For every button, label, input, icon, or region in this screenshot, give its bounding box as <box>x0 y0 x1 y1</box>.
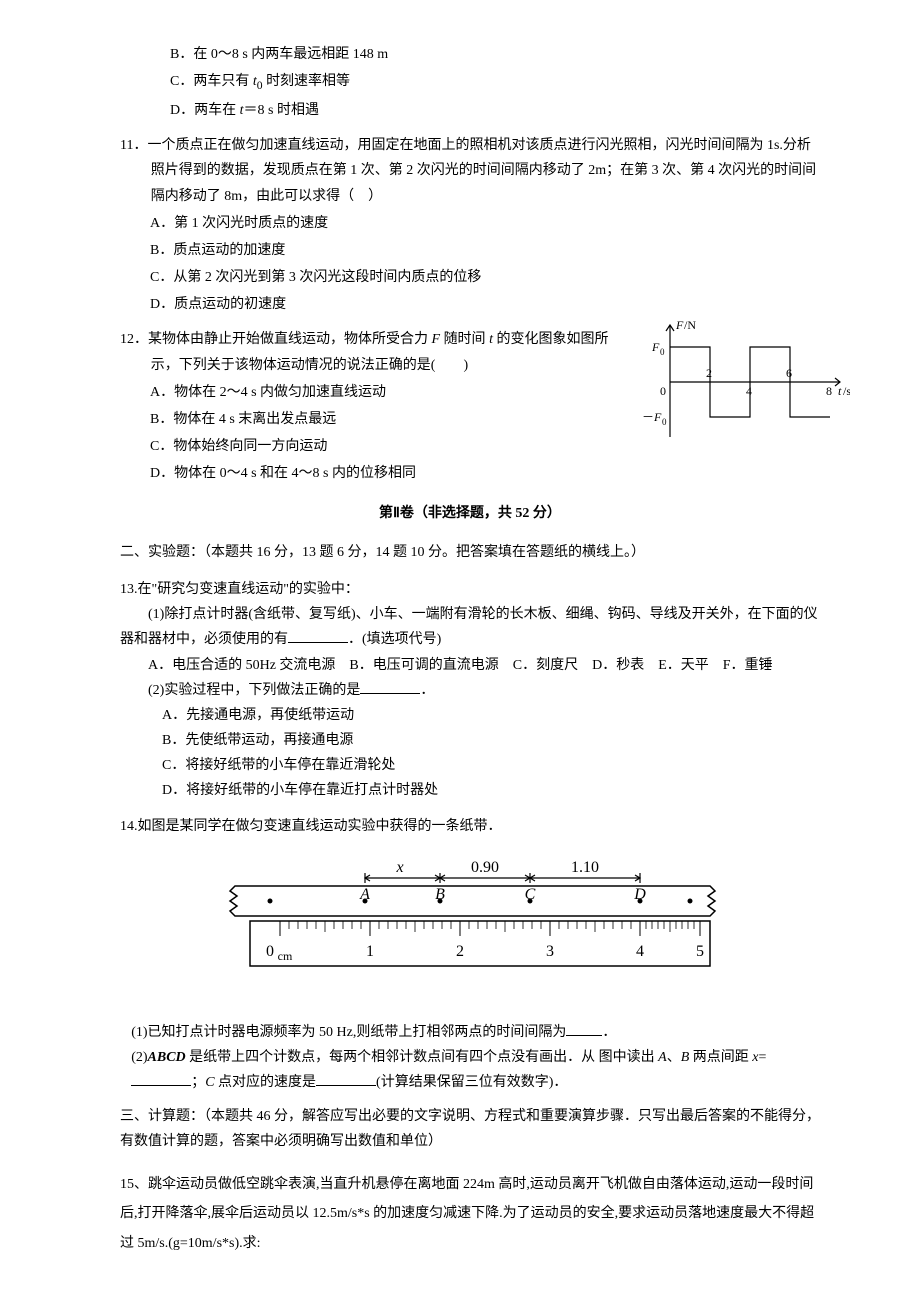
question-12: F/N t/s F0 －F0 0 2 4 6 8 12．某物体由静止开始做直线运… <box>120 327 820 486</box>
p2-post: (计算结果保留三位有效数字)． <box>376 1075 567 1090</box>
blank-4 <box>131 1071 191 1086</box>
svg-text:0: 0 <box>266 943 274 960</box>
svg-text:F: F <box>653 410 662 424</box>
pA: A <box>658 1050 667 1065</box>
svg-text:F: F <box>651 340 660 354</box>
option-text-post: 时刻速率相等 <box>263 74 351 89</box>
q14-part2: (2)ABCD 是纸带上四个计数点，每两个相邻计数点间有四个点没有画出．从 图中… <box>120 1045 820 1095</box>
svg-text:B: B <box>435 886 445 903</box>
q13-opts1: A．电压合适的 50Hz 交流电源 B．电压可调的直流电源 C．刻度尺 D．秒表… <box>120 653 820 678</box>
pC: C <box>205 1075 214 1090</box>
q14-part1: (1)已知打点计时器电源频率为 50 Hz,则纸带上打相邻两点的时间间隔为 ． <box>120 1020 820 1045</box>
option-text-pre: D．两车在 <box>170 103 240 118</box>
svg-text:0.90: 0.90 <box>471 859 499 876</box>
svg-text:C: C <box>525 886 536 903</box>
p2-pre1: (2) <box>131 1050 147 1065</box>
question-11: 11．一个质点正在做匀加速直线运动，用固定在地面上的照相机对该质点进行闪光照相，… <box>120 133 820 317</box>
blank-2 <box>360 679 420 694</box>
svg-text:1.10: 1.10 <box>571 859 599 876</box>
stem-mid: 随时间 <box>440 332 489 347</box>
svg-text:2: 2 <box>456 943 464 960</box>
tape-diagram: x 0.90 1.10 A B C D <box>120 851 820 990</box>
q13-option-a: A．先接通电源，再使纸带运动 <box>120 703 820 728</box>
q11-stem: 11．一个质点正在做匀加速直线运动，用固定在地面上的照相机对该质点进行闪光照相，… <box>120 133 820 209</box>
p2-mid3: 两点间距 <box>689 1050 752 1065</box>
q10-option-c: C．两车只有 t0 时刻速率相等 <box>120 69 820 96</box>
q13-part1: (1)除打点计时器(含纸带、复写纸)、小车、一端附有滑轮的长木板、细绳、钩码、导… <box>120 602 820 652</box>
svg-text:/s: /s <box>843 384 850 398</box>
abcd: ABCD <box>148 1050 186 1065</box>
section-3-header: 三、计算题：（本题共 46 分，解答应写出必要的文字说明、方程式和重要演算步骤．… <box>120 1104 820 1154</box>
q10-option-d: D．两车在 t＝8 s 时相遇 <box>120 98 820 123</box>
option-text-post: ＝8 s 时相遇 <box>244 103 319 118</box>
svg-text:4: 4 <box>746 384 752 398</box>
p2-mid4: ； <box>191 1075 205 1090</box>
svg-text:0: 0 <box>660 384 666 398</box>
p1-pre: (1)除打点计时器(含纸带、复写纸)、小车、一端附有滑轮的长木板、细绳、钩码、导… <box>120 607 818 647</box>
svg-text:0: 0 <box>662 417 667 427</box>
blank-3 <box>566 1021 602 1036</box>
section-2-header: 二、实验题：（本题共 16 分，13 题 6 分，14 题 10 分。把答案填在… <box>120 540 820 565</box>
pB: B <box>681 1050 690 1065</box>
blank-1 <box>288 628 348 643</box>
p2-pre: (2)实验过程中，下列做法正确的是 <box>148 683 360 698</box>
p1-pre: (1)已知打点计时器电源频率为 50 Hz,则纸带上打相邻两点的时间间隔为 <box>131 1025 566 1040</box>
svg-text:4: 4 <box>636 943 644 960</box>
q11-option-a: A．第 1 次闪光时质点的速度 <box>120 211 820 236</box>
q13-option-d: D．将接好纸带的小车停在靠近打点计时器处 <box>120 778 820 803</box>
option-text: B．在 0～8 s 内两车最远相距 148 m <box>170 47 388 62</box>
stem-pre: 12．某物体由静止开始做直线运动，物体所受合力 <box>120 332 432 347</box>
svg-text:8: 8 <box>826 384 832 398</box>
p1-post: ．(填选项代号) <box>348 632 441 647</box>
q13-stem: 13.在"研究匀变速直线运动"的实验中： <box>120 577 820 602</box>
p2-post: ． <box>420 683 434 698</box>
svg-text:x: x <box>395 859 403 876</box>
svg-text:/N: /N <box>684 318 696 332</box>
p1-post: ． <box>602 1025 616 1040</box>
q14-stem: 14.如图是某同学在做匀变速直线运动实验中获得的一条纸带． <box>120 814 820 839</box>
svg-text:2: 2 <box>706 366 712 380</box>
p2-mid5: 点对应的速度是 <box>215 1075 317 1090</box>
q11-option-d: D．质点运动的初速度 <box>120 292 820 317</box>
q11-option-c: C．从第 2 次闪光到第 3 次闪光这段时间内质点的位移 <box>120 265 820 290</box>
svg-text:5: 5 <box>696 943 704 960</box>
svg-text:F: F <box>675 318 684 332</box>
svg-text:6: 6 <box>786 366 792 380</box>
svg-text:－: － <box>642 410 654 424</box>
p2-mid2: 、 <box>667 1050 681 1065</box>
svg-text:D: D <box>633 886 646 903</box>
question-13: 13.在"研究匀变速直线运动"的实验中： (1)除打点计时器(含纸带、复写纸)、… <box>120 577 820 804</box>
q12-option-d: D．物体在 0～4 s 和在 4～8 s 内的位移相同 <box>120 461 820 486</box>
force-time-graph: F/N t/s F0 －F0 0 2 4 6 8 <box>640 317 850 456</box>
p2-eq: = <box>758 1050 766 1065</box>
part-ii-title: 第Ⅱ卷（非选择题，共 52 分） <box>120 501 820 526</box>
question-15: 15、跳伞运动员做低空跳伞表演,当直升机悬停在离地面 224m 高时,运动员离开… <box>120 1170 820 1258</box>
svg-text:cm: cm <box>278 949 293 963</box>
svg-text:0: 0 <box>660 347 665 357</box>
q10-option-b: B．在 0～8 s 内两车最远相距 148 m <box>120 42 820 67</box>
svg-text:A: A <box>359 886 370 903</box>
blank-5 <box>316 1071 376 1086</box>
q13-option-b: B．先使纸带运动，再接通电源 <box>120 728 820 753</box>
option-text-pre: C．两车只有 <box>170 74 253 89</box>
question-14: 14.如图是某同学在做匀变速直线运动实验中获得的一条纸带． <box>120 814 820 1096</box>
q13-option-c: C．将接好纸带的小车停在靠近滑轮处 <box>120 753 820 778</box>
q11-option-b: B．质点运动的加速度 <box>120 238 820 263</box>
svg-text:t: t <box>838 384 842 398</box>
var-f: F <box>432 332 441 347</box>
q15-stem: 15、跳伞运动员做低空跳伞表演,当直升机悬停在离地面 224m 高时,运动员离开… <box>120 1170 820 1258</box>
q13-part2: (2)实验过程中，下列做法正确的是 ． <box>120 678 820 703</box>
svg-text:1: 1 <box>366 943 374 960</box>
p2-mid1: 是纸带上四个计数点，每两个相邻计数点间有四个点没有画出．从 图中读出 <box>186 1050 659 1065</box>
svg-text:3: 3 <box>546 943 554 960</box>
